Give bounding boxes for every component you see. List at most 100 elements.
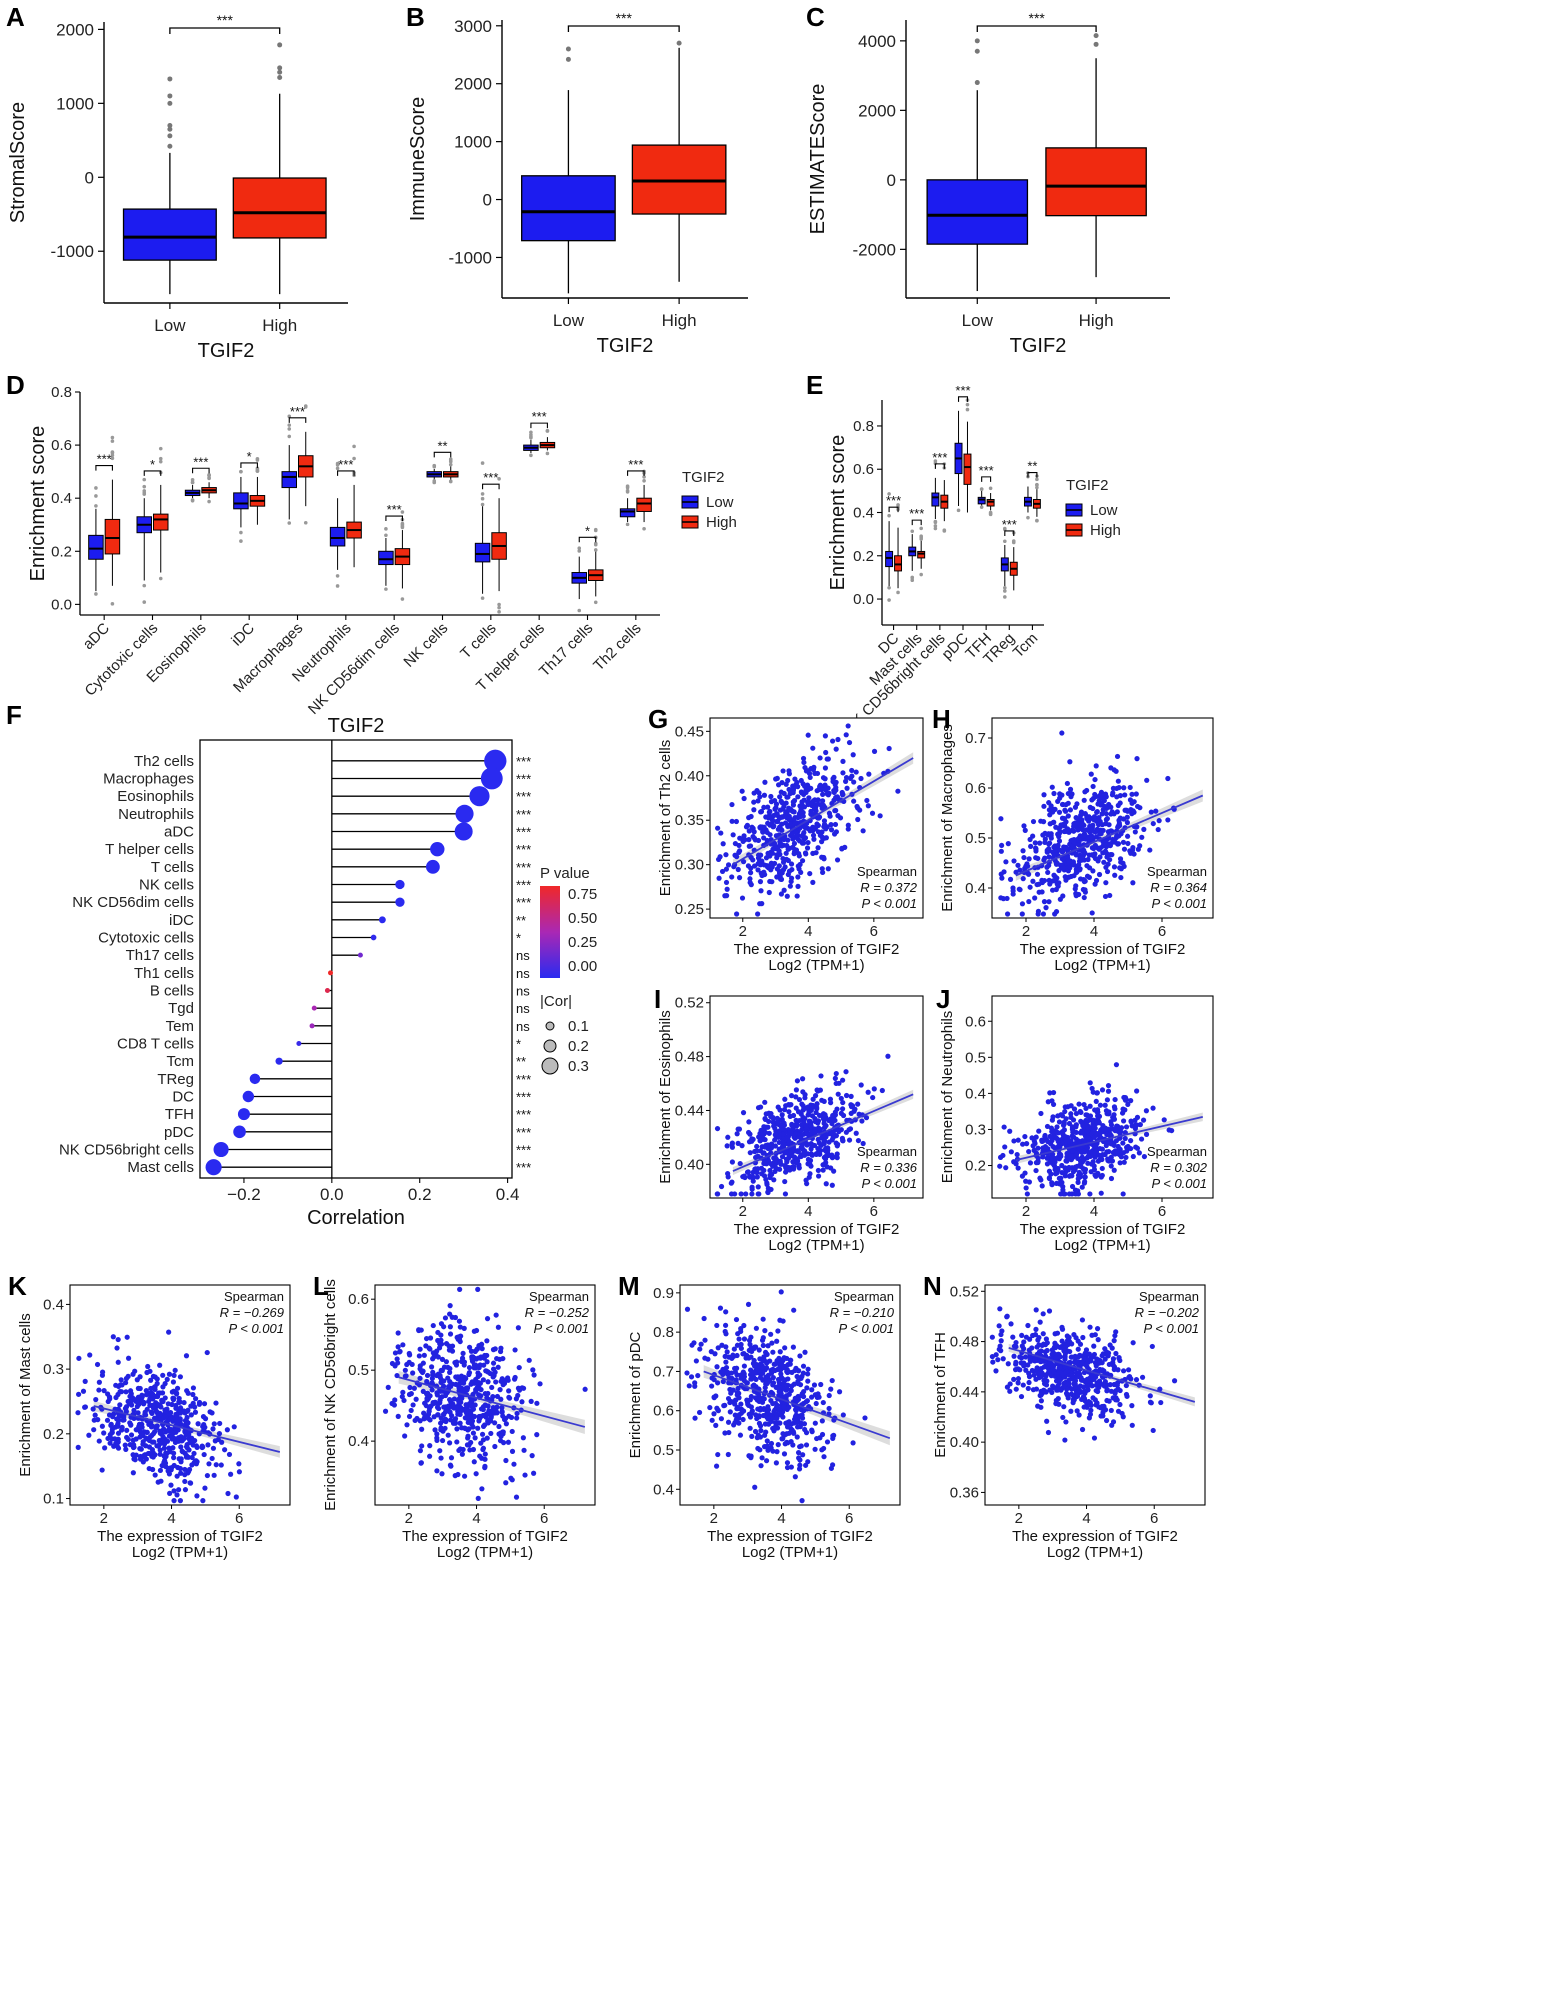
scatter-point (800, 1363, 807, 1369)
scatter-point (1108, 1163, 1114, 1169)
scatter-point (1111, 1142, 1117, 1148)
scatter-point (709, 1383, 715, 1389)
box-adc-high (104, 518, 121, 555)
scatter-point (1123, 1154, 1129, 1161)
scatter-point (730, 832, 736, 838)
outlier-point (158, 576, 163, 581)
scatter-point (438, 1332, 444, 1338)
outlier-point (577, 608, 582, 613)
scatter-point (1123, 1124, 1130, 1130)
scatter-point (772, 1137, 778, 1143)
scatter-point (879, 1087, 885, 1094)
scatter-point (456, 1381, 463, 1387)
scatter-point (723, 866, 729, 872)
scatter-point (781, 1451, 788, 1457)
scatter-point (1064, 780, 1070, 787)
scatter-point (171, 1498, 177, 1504)
scatter-point (1094, 1090, 1100, 1096)
scatter-point (150, 1454, 156, 1460)
outlier-point (94, 592, 98, 596)
scatter-point (760, 871, 766, 878)
scatter-point (226, 1451, 233, 1458)
scatter-point (807, 1171, 813, 1177)
outlier-point (577, 546, 582, 551)
scatter-point (738, 1401, 744, 1407)
scatter-point (499, 1405, 505, 1411)
scatter-point (725, 862, 732, 868)
scatter-point (447, 1409, 453, 1415)
significance-label: *** (886, 493, 901, 508)
scatter-point (1029, 1135, 1035, 1141)
scatter-point (793, 1117, 799, 1123)
panel-a-stromal-score-boxplot: A -1000 0 1000 2000 StromalScore Low High *** TGI… (0, 0, 400, 370)
scatter-point (168, 1482, 174, 1488)
scatter-point (1077, 821, 1083, 827)
scatter-point (182, 1487, 189, 1493)
scatter-point (418, 1460, 424, 1466)
scatter-point (1034, 881, 1040, 888)
scatter-point (793, 1159, 799, 1165)
outlier-point (676, 40, 682, 46)
significance-bracket (627, 470, 645, 476)
scatter-point (859, 1118, 865, 1124)
outlier-point (142, 583, 147, 588)
scatter-point (1046, 1175, 1052, 1181)
x-tick-label: High (1079, 311, 1114, 330)
scatter-point (764, 1180, 770, 1186)
scatter-point (822, 776, 828, 782)
row-significance: *** (516, 1072, 531, 1087)
scatter-point (1092, 1172, 1098, 1178)
significance-label: *** (955, 383, 970, 398)
scatter-point (728, 1180, 734, 1186)
scatter-point (801, 1150, 807, 1156)
scatter-point (154, 1380, 160, 1387)
plot-frame (991, 717, 1214, 919)
scatter-point (814, 823, 820, 829)
scatter-point (446, 1347, 453, 1353)
scatter-point (768, 1445, 774, 1451)
scatter-point (795, 874, 801, 880)
scatter-point (1059, 1169, 1065, 1176)
scatter-point (478, 1341, 485, 1347)
scatter-point (819, 1431, 826, 1438)
scatter-point (183, 1418, 190, 1424)
scatter-point (416, 1353, 422, 1359)
scatter-point (410, 1402, 416, 1408)
scatter-point (833, 1070, 839, 1077)
scatter-point (1117, 815, 1123, 821)
scatter-point (800, 1107, 806, 1113)
scatter-point (144, 1406, 150, 1412)
scatter-point (204, 1472, 210, 1479)
outlier-point (1011, 539, 1016, 543)
scatter-point (99, 1369, 106, 1375)
scatter-point (145, 1450, 151, 1457)
y-axis-label: Enrichment of Eosinophils (657, 1010, 674, 1183)
scatter-point (782, 1405, 788, 1411)
panel-h-macrophages-scatter: H 0.4 0.5 0.6 0.7 2 4 6 Enrichment of Macrophage… (930, 700, 1220, 980)
scatter-point (1055, 798, 1061, 804)
plot-frame (199, 739, 513, 1179)
y-tick-label: -1000 (51, 242, 94, 261)
box-idc-low (233, 492, 249, 510)
scatter-point (184, 1445, 191, 1451)
scatter-point (490, 1360, 497, 1366)
outlier-point (167, 123, 173, 129)
outlier-point (110, 435, 115, 440)
scatter-point (444, 1390, 450, 1396)
legend-label-low: Low (1090, 502, 1118, 519)
scatter-point (442, 1425, 448, 1431)
row-significance: *** (516, 842, 531, 857)
scatter-point (94, 1361, 101, 1368)
scatter-point (400, 1389, 406, 1395)
scatter-point (109, 1426, 115, 1432)
scatter-point (788, 1140, 795, 1146)
outlier-point (497, 602, 501, 607)
scatter-point (417, 1375, 423, 1381)
scatter-point (1049, 1117, 1055, 1123)
significance-bracket (981, 476, 992, 482)
significance-label: *** (1002, 517, 1017, 532)
scatter-point (488, 1430, 494, 1437)
scatter-point (1112, 872, 1118, 878)
outlier-point (167, 133, 173, 139)
